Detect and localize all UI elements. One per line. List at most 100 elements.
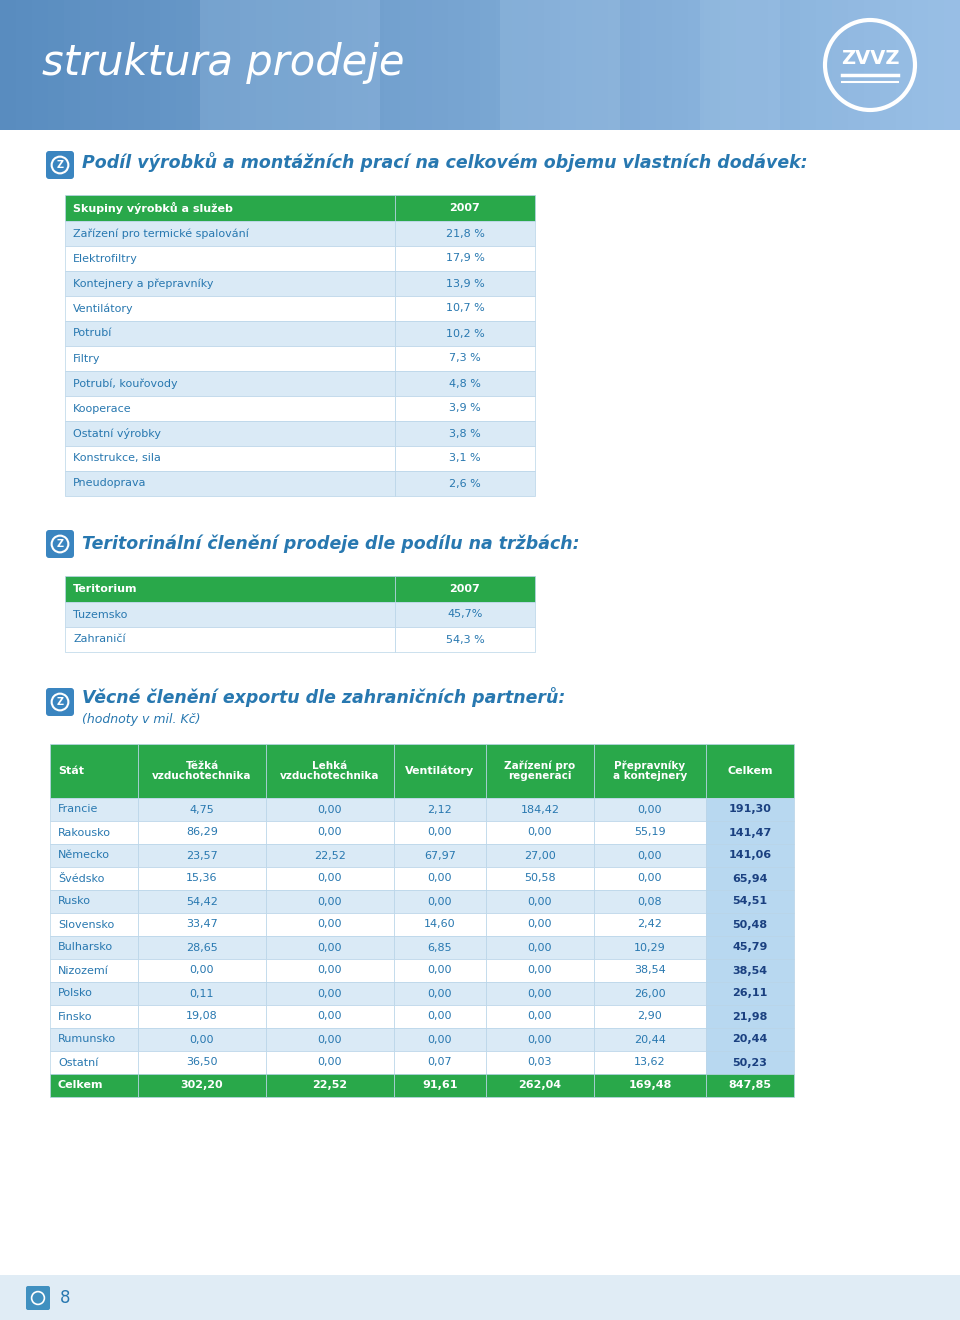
Text: Potrubí: Potrubí xyxy=(73,329,112,338)
Bar xyxy=(608,0,625,129)
Text: 67,97: 67,97 xyxy=(424,850,456,861)
Text: Podíl výrobků a montážních prací na celkovém objemu vlastních dodávek:: Podíl výrobků a montážních prací na celk… xyxy=(82,152,807,172)
Bar xyxy=(560,0,577,129)
Bar xyxy=(138,821,266,843)
Bar xyxy=(50,843,138,867)
Text: 0,07: 0,07 xyxy=(428,1057,452,1068)
Text: Filtry: Filtry xyxy=(73,354,101,363)
Bar xyxy=(50,799,138,821)
Bar xyxy=(266,1005,394,1028)
Text: 20,44: 20,44 xyxy=(634,1035,666,1044)
Bar xyxy=(496,0,513,129)
Bar xyxy=(200,0,380,129)
Text: Ostatní výrobky: Ostatní výrobky xyxy=(73,428,161,440)
Bar xyxy=(138,1074,266,1097)
Bar xyxy=(266,890,394,913)
Bar xyxy=(266,1074,394,1097)
Bar xyxy=(594,1074,706,1097)
Bar xyxy=(486,843,594,867)
Bar xyxy=(432,0,449,129)
Bar xyxy=(50,744,138,799)
Text: 13,9 %: 13,9 % xyxy=(445,279,485,289)
Bar xyxy=(394,744,486,799)
Bar xyxy=(486,821,594,843)
Bar xyxy=(65,602,395,627)
Bar xyxy=(395,396,535,421)
Text: 0,00: 0,00 xyxy=(428,989,452,998)
Text: 0,11: 0,11 xyxy=(190,989,214,998)
Bar xyxy=(138,1051,266,1074)
Text: Teritorinální členění prodeje dle podílu na tržbách:: Teritorinální členění prodeje dle podílu… xyxy=(82,535,580,553)
Text: 38,54: 38,54 xyxy=(732,965,768,975)
Text: 45,7%: 45,7% xyxy=(447,610,483,619)
Bar xyxy=(592,0,609,129)
Bar xyxy=(138,936,266,960)
Text: Polsko: Polsko xyxy=(58,989,93,998)
Bar xyxy=(594,1028,706,1051)
Bar xyxy=(138,913,266,936)
Text: 6,85: 6,85 xyxy=(428,942,452,953)
Bar xyxy=(50,960,138,982)
Text: 2007: 2007 xyxy=(449,203,480,213)
Text: 4,75: 4,75 xyxy=(190,804,214,814)
Bar xyxy=(266,1051,394,1074)
Bar xyxy=(486,913,594,936)
Bar xyxy=(240,0,257,129)
Text: 0,00: 0,00 xyxy=(428,896,452,907)
Bar xyxy=(706,843,794,867)
Bar xyxy=(394,799,486,821)
Text: 169,48: 169,48 xyxy=(628,1081,672,1090)
Bar xyxy=(528,0,545,129)
Bar xyxy=(706,913,794,936)
Bar xyxy=(706,744,794,799)
Text: Německo: Německo xyxy=(58,850,110,861)
Bar xyxy=(266,913,394,936)
Bar xyxy=(486,960,594,982)
Bar xyxy=(486,1074,594,1097)
Bar xyxy=(80,0,97,129)
Bar xyxy=(138,890,266,913)
Text: Bulharsko: Bulharsko xyxy=(58,942,113,953)
Text: 54,42: 54,42 xyxy=(186,896,218,907)
Text: 17,9 %: 17,9 % xyxy=(445,253,485,264)
Text: Tuzemsko: Tuzemsko xyxy=(73,610,128,619)
Text: 2,90: 2,90 xyxy=(637,1011,662,1022)
Bar xyxy=(486,982,594,1005)
Bar xyxy=(656,0,673,129)
Bar xyxy=(395,576,535,602)
Bar xyxy=(208,0,225,129)
Bar xyxy=(784,0,801,129)
Bar xyxy=(912,0,929,129)
Bar xyxy=(395,627,535,652)
Text: Kontejnery a přepravníky: Kontejnery a přepravníky xyxy=(73,279,213,289)
Text: 13,62: 13,62 xyxy=(635,1057,666,1068)
Bar xyxy=(486,1005,594,1028)
Bar xyxy=(138,960,266,982)
Text: 10,29: 10,29 xyxy=(635,942,666,953)
Bar xyxy=(138,1005,266,1028)
Bar xyxy=(486,890,594,913)
Bar xyxy=(594,744,706,799)
Bar xyxy=(594,821,706,843)
Text: (hodnoty v mil. Kč): (hodnoty v mil. Kč) xyxy=(82,713,201,726)
Bar xyxy=(752,0,769,129)
Bar xyxy=(65,471,395,496)
Text: Věcné členění exportu dle zahraničních partnerů:: Věcné členění exportu dle zahraničních p… xyxy=(82,686,565,708)
Text: 38,54: 38,54 xyxy=(635,965,666,975)
Bar xyxy=(65,576,395,602)
Bar xyxy=(395,602,535,627)
Bar xyxy=(96,0,113,129)
Bar xyxy=(0,100,960,1275)
Bar xyxy=(336,0,353,129)
Text: 20,44: 20,44 xyxy=(732,1035,768,1044)
Text: 0,00: 0,00 xyxy=(528,896,552,907)
Text: 0,00: 0,00 xyxy=(528,1011,552,1022)
Bar xyxy=(480,0,497,129)
Bar xyxy=(266,960,394,982)
Text: 14,60: 14,60 xyxy=(424,920,456,929)
Bar xyxy=(394,1028,486,1051)
Bar xyxy=(395,446,535,471)
Bar xyxy=(395,220,535,246)
Text: 0,00: 0,00 xyxy=(528,989,552,998)
Text: 86,29: 86,29 xyxy=(186,828,218,837)
